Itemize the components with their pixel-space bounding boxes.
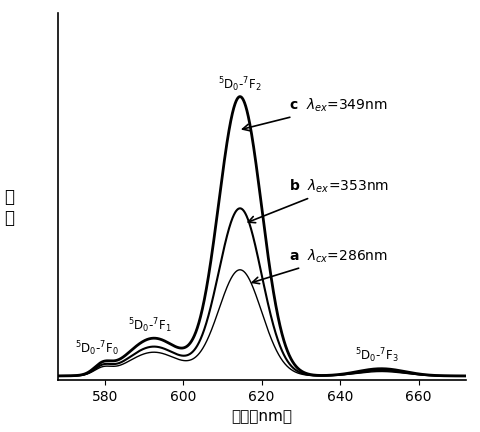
Text: $\mathbf{a}$  $\lambda_{cx}$=286nm: $\mathbf{a}$ $\lambda_{cx}$=286nm	[252, 247, 388, 284]
Text: $\mathbf{c}$  $\lambda_{ex}$=349nm: $\mathbf{c}$ $\lambda_{ex}$=349nm	[242, 96, 388, 131]
Text: $^5$D$_0$-$^7$F$_3$: $^5$D$_0$-$^7$F$_3$	[355, 346, 399, 365]
Text: $^5$D$_0$-$^7$F$_1$: $^5$D$_0$-$^7$F$_1$	[128, 317, 172, 336]
Text: $^5$D$_0$-$^7$F$_2$: $^5$D$_0$-$^7$F$_2$	[218, 75, 262, 94]
Text: $\mathbf{b}$  $\lambda_{ex}$=353nm: $\mathbf{b}$ $\lambda_{ex}$=353nm	[248, 178, 389, 223]
Text: $^5$D$_0$-$^7$F$_0$: $^5$D$_0$-$^7$F$_0$	[75, 339, 119, 358]
X-axis label: 波数（nm）: 波数（nm）	[231, 410, 292, 424]
Text: 强
度: 强 度	[5, 188, 14, 227]
